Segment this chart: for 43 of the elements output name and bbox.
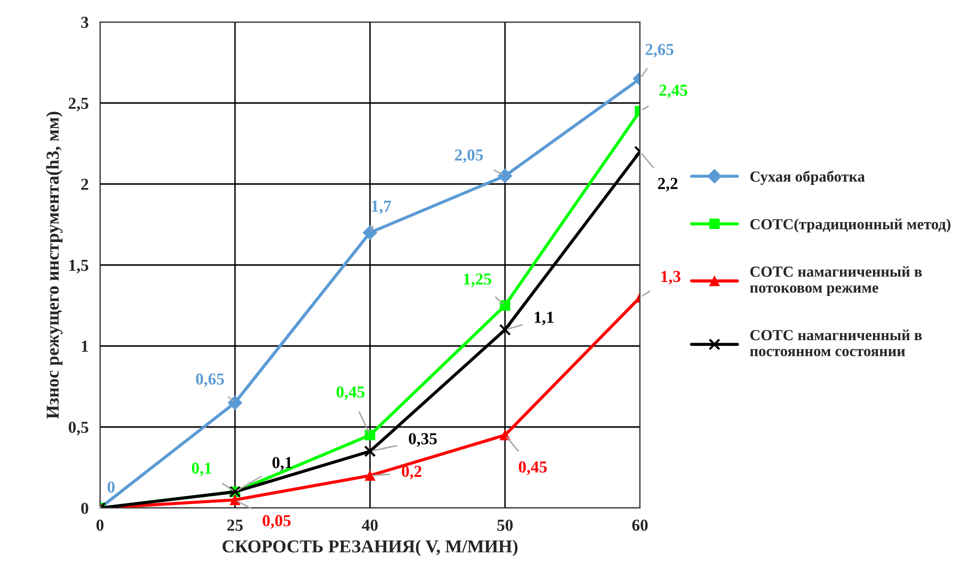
data-label: 1,1 (534, 312, 554, 326)
legend-label: Сухая обработка (750, 170, 865, 185)
legend-label: СОТС намагниченный в постоянном состоянии (750, 330, 922, 356)
data-label: 0,2 (402, 466, 422, 480)
point (228, 395, 242, 410)
data-label: 0,1 (192, 462, 212, 476)
y-tick-label: 2 (81, 178, 88, 190)
data-label: 0,35 (408, 433, 437, 447)
data-label: 0,1 (272, 456, 292, 471)
data-label: 2,2 (658, 178, 678, 192)
y-tick-label: 2,5 (68, 98, 88, 112)
data-label: 1,3 (661, 270, 680, 285)
point (498, 168, 512, 184)
data-label: 0,45 (336, 386, 365, 400)
point (230, 494, 240, 506)
data-label: 2,05 (455, 149, 483, 164)
x-tick-label: 40 (362, 520, 378, 531)
x-tick-label: 50 (497, 520, 513, 531)
x-tick-label: 0 (96, 520, 104, 531)
data-label: 0,65 (196, 373, 224, 388)
y-tick-label: 3 (81, 16, 88, 28)
y-axis-title: Износ режущего инструмента(h3, мм) (46, 112, 62, 419)
y-tick-label: 0 (81, 502, 88, 514)
point (499, 324, 511, 336)
data-label: 0,05 (262, 515, 291, 529)
x-tick-label: 25 (227, 520, 243, 531)
data-label: 2,45 (659, 84, 688, 98)
y-tick-label: 0,5 (68, 422, 88, 436)
point (364, 445, 376, 458)
data-label: 0 (108, 481, 115, 493)
y-tick-label: 1 (82, 340, 88, 352)
legend-label: СОТС(традиционный метод) (750, 218, 950, 232)
data-label: 0,45 (518, 461, 547, 476)
legend-label: СОТС намагниченный в потоковом режиме (750, 266, 922, 296)
point (364, 430, 376, 440)
data-label: 2,65 (646, 44, 674, 58)
data-label: 1,7 (372, 200, 392, 214)
y-tick-label: 1,5 (69, 260, 88, 274)
point (364, 470, 376, 481)
x-tick-label: 60 (632, 520, 648, 531)
data-label: 1,25 (464, 273, 492, 288)
x-axis-title: СКОРОСТЬ РЕЗАНИЯ( V, М/МИН) (222, 540, 518, 556)
point (362, 225, 378, 240)
